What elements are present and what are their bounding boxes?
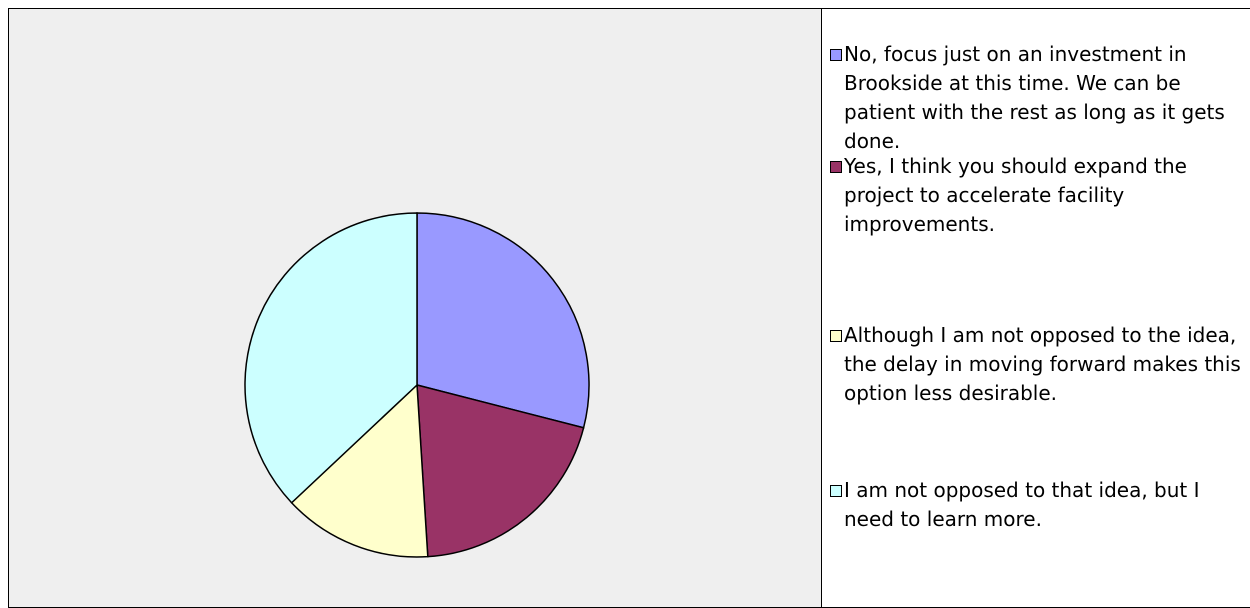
legend: No, focus just on an investment in Brook… xyxy=(821,8,1250,608)
pie-slice xyxy=(416,212,590,429)
pie-slice xyxy=(244,212,418,504)
legend-swatch xyxy=(830,49,842,61)
legend-swatch xyxy=(830,485,842,497)
legend-swatch xyxy=(830,161,842,173)
legend-label: I am not opposed to that idea, but I nee… xyxy=(844,478,1200,531)
legend-label: Although I am not opposed to the idea, t… xyxy=(844,323,1241,405)
legend-entry: I am not opposed to that idea, but I nee… xyxy=(830,476,1244,534)
legend-entry: Yes, I think you should expand the proje… xyxy=(830,152,1244,239)
pie-plot xyxy=(244,212,590,558)
pie-slice xyxy=(416,384,585,558)
chart-area: No, focus just on an investment in Brook… xyxy=(8,8,1250,608)
legend-entry: Although I am not opposed to the idea, t… xyxy=(830,321,1244,408)
legend-entry: No, focus just on an investment in Brook… xyxy=(830,40,1244,156)
legend-label: Yes, I think you should expand the proje… xyxy=(844,154,1187,236)
legend-swatch xyxy=(830,330,842,342)
legend-label: No, focus just on an investment in Brook… xyxy=(844,42,1225,153)
pie-slice xyxy=(290,383,429,558)
